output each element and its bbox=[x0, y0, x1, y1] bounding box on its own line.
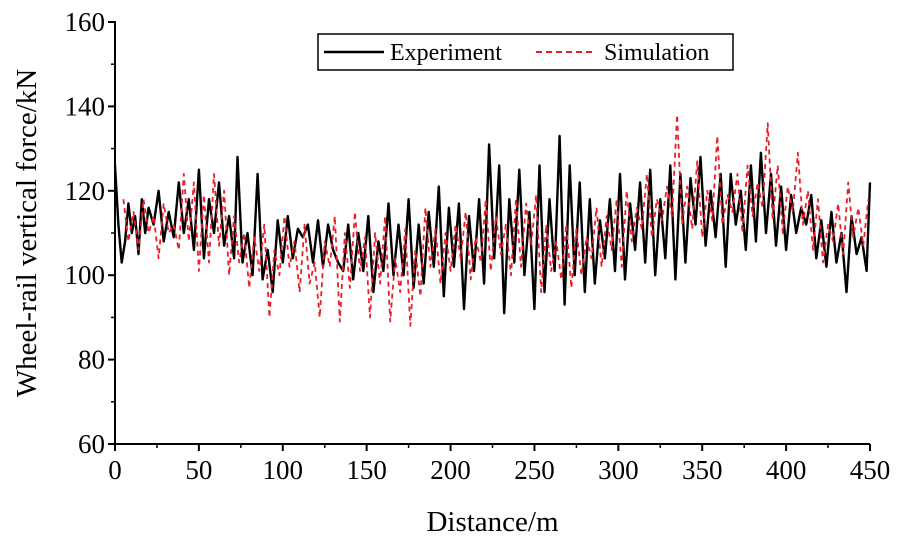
x-tick-label: 300 bbox=[598, 455, 639, 485]
x-tick-label: 150 bbox=[346, 455, 387, 485]
y-tick-label: 80 bbox=[78, 345, 105, 375]
series-line-experiment bbox=[113, 134, 872, 315]
x-tick-label: 250 bbox=[514, 455, 555, 485]
series-layer bbox=[113, 113, 872, 327]
x-tick-label: 0 bbox=[108, 455, 122, 485]
series-line-simulation bbox=[122, 113, 870, 327]
x-axis-title: Distance/m bbox=[426, 506, 559, 538]
legend-label-simulation: Simulation bbox=[604, 40, 709, 66]
y-tick-label: 140 bbox=[65, 91, 106, 121]
x-tick-label: 50 bbox=[185, 455, 212, 485]
x-tick-label: 450 bbox=[850, 455, 891, 485]
x-tick-label: 400 bbox=[766, 455, 807, 485]
y-tick-label: 120 bbox=[65, 176, 106, 206]
legend-label-experiment: Experiment bbox=[390, 40, 502, 66]
ticks-layer: 0 50 100 150 200 250 300 350 400 450 60 80 100 120 140… bbox=[65, 7, 891, 485]
x-tick-label: 350 bbox=[682, 455, 723, 485]
y-tick-label: 160 bbox=[65, 7, 106, 37]
x-tick-label: 100 bbox=[263, 455, 304, 485]
y-tick-label: 60 bbox=[78, 429, 105, 459]
legend: Experiment Simulation bbox=[317, 33, 734, 71]
legend-box bbox=[317, 33, 734, 71]
y-tick-label: 100 bbox=[65, 260, 106, 290]
y-axis-title: Wheel-rail vertical force/kN bbox=[11, 69, 43, 398]
x-tick-label: 200 bbox=[430, 455, 471, 485]
